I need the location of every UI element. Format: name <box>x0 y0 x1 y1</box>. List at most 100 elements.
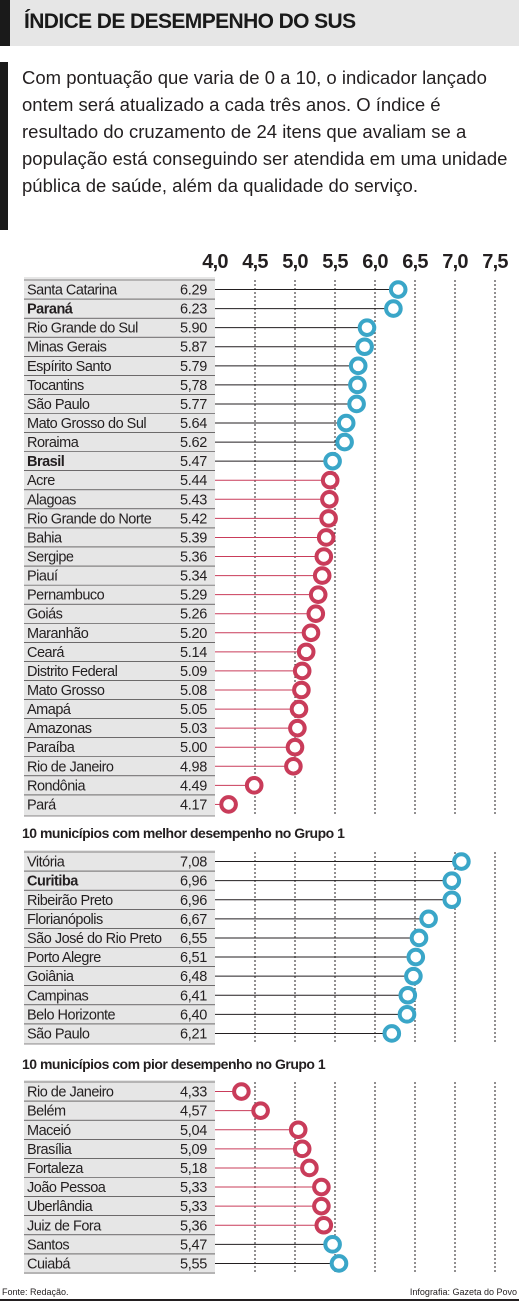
row-value-label: 5.47 <box>180 454 207 470</box>
data-point <box>296 642 316 662</box>
row-name-label: Bahia <box>27 530 63 546</box>
row-value-label: 6.23 <box>180 302 207 318</box>
row-value-label: 5,33 <box>180 1199 207 1215</box>
data-point <box>306 604 326 624</box>
row-value-label: 5.87 <box>180 340 207 356</box>
data-point <box>355 337 374 357</box>
data-point <box>348 356 368 376</box>
row-value-label: 6,55 <box>180 931 207 947</box>
row-value-label: 5.77 <box>180 397 207 413</box>
x-tick-label: 6,0 <box>362 251 388 273</box>
row-name-label: Brasília <box>27 1142 73 1158</box>
row-name-label: Mato Grosso <box>27 683 105 699</box>
data-point <box>292 1139 312 1159</box>
row-name-label: Pernambuco <box>27 588 105 604</box>
row-name-label: Rio de Janeiro <box>27 759 114 775</box>
data-point <box>442 890 462 910</box>
data-point <box>301 623 321 643</box>
row-value-label: 5,55 <box>180 1256 207 1272</box>
row-value-label: 5,78 <box>180 378 207 394</box>
row-value-label: 6,21 <box>180 1026 207 1042</box>
data-point <box>384 299 403 318</box>
row-value-label: 6,67 <box>180 912 207 928</box>
row-value-label: 5.26 <box>180 607 207 623</box>
row-value-label: 5.39 <box>180 530 207 546</box>
data-point <box>244 776 264 795</box>
row-name-label: Sergipe <box>27 550 74 566</box>
data-point <box>323 451 342 471</box>
intro-text: Com pontuação que varia de 0 a 10, o ind… <box>22 67 508 196</box>
row-value-label: 5.05 <box>180 702 207 718</box>
row-name-label: Campinas <box>27 988 89 1004</box>
row-name-label: Santa Catarina <box>27 283 118 299</box>
row-value-label: 6.29 <box>180 283 207 299</box>
row-name-label: Goiânia <box>27 969 75 985</box>
data-point <box>312 1196 331 1216</box>
data-point <box>314 547 334 566</box>
data-point <box>251 1101 270 1120</box>
data-point <box>308 585 328 604</box>
row-value-label: 5.03 <box>180 721 207 737</box>
row-name-label: Maceió <box>27 1123 71 1139</box>
row-name-label: Vitória <box>27 855 66 871</box>
data-point <box>314 1215 334 1235</box>
title-accent-bar <box>0 0 10 46</box>
row-value-label: 5.29 <box>180 588 207 604</box>
data-point <box>329 1254 349 1273</box>
data-point <box>442 871 462 890</box>
data-point <box>382 1024 402 1043</box>
row-name-label: Pará <box>27 797 57 813</box>
row-value-label: 5.00 <box>180 740 207 756</box>
row-value-label: 5.62 <box>180 435 207 451</box>
section-title: 10 municípios com melhor desempenho no G… <box>22 825 345 841</box>
data-point <box>357 318 377 337</box>
data-point <box>285 737 305 757</box>
row-value-label: 6,48 <box>180 969 207 985</box>
data-point <box>292 661 312 681</box>
row-name-label: Juiz de Fora <box>27 1218 102 1234</box>
data-point <box>288 1120 308 1140</box>
row-name-label: Belo Horizonte <box>27 1007 116 1023</box>
row-name-label: Brasil <box>27 454 64 470</box>
data-point <box>320 490 339 509</box>
row-value-label: 5.34 <box>180 569 207 585</box>
label-band <box>24 850 215 1044</box>
source-note: Fonte: Redação. <box>2 1287 69 1297</box>
data-point <box>312 566 332 585</box>
row-value-label: 5.43 <box>180 492 207 508</box>
data-point <box>323 1235 342 1254</box>
label-band <box>24 1080 215 1274</box>
data-point <box>397 1005 417 1024</box>
row-name-label: São Paulo <box>27 397 90 413</box>
row-value-label: 6,41 <box>180 988 207 1004</box>
row-value-label: 5,47 <box>180 1237 207 1253</box>
data-point <box>288 718 307 738</box>
row-name-label: Cuiabá <box>27 1256 71 1272</box>
row-value-label: 4.17 <box>180 797 207 813</box>
row-name-label: Espírito Santo <box>27 359 112 375</box>
row-name-label: Florianópolis <box>27 912 103 928</box>
section-title: 10 municípios com pior desempenho no Gru… <box>22 1056 326 1072</box>
row-value-label: 5,04 <box>180 1123 207 1139</box>
row-value-label: 4.98 <box>180 759 207 775</box>
row-value-label: 5.14 <box>180 645 207 661</box>
row-name-label: Rio Grande do Sul <box>27 321 138 337</box>
row-name-label: Piauí <box>27 569 58 585</box>
row-value-label: 5.44 <box>180 473 207 489</box>
row-name-label: Amapá <box>27 702 72 718</box>
row-name-label: Acre <box>27 473 55 489</box>
row-value-label: 5.09 <box>180 664 207 680</box>
data-point <box>409 928 429 948</box>
data-point <box>347 394 366 414</box>
row-name-label: Alagoas <box>27 492 76 508</box>
row-name-label: Tocantins <box>27 378 84 394</box>
data-point <box>404 966 423 986</box>
label-band <box>24 277 215 816</box>
row-name-label: São Paulo <box>27 1026 90 1042</box>
row-value-label: 5.79 <box>180 359 207 375</box>
row-value-label: 6,96 <box>180 893 207 909</box>
x-tick-label: 7,5 <box>482 251 508 273</box>
data-point <box>292 680 311 700</box>
row-name-label: João Pessoa <box>27 1180 107 1196</box>
